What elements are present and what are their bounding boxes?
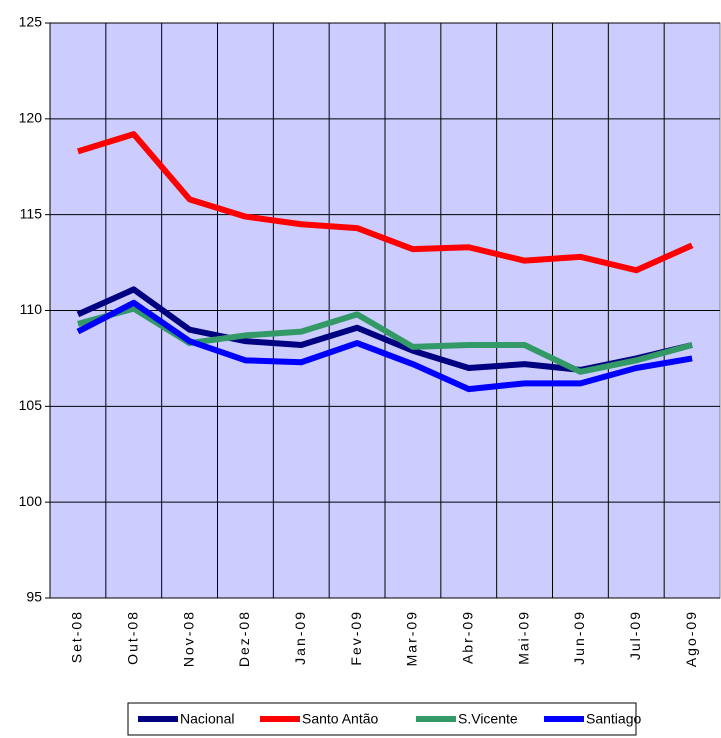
- x-tick-label: Nov-08: [180, 610, 196, 667]
- y-tick-label: 115: [20, 205, 43, 221]
- y-tick-label: 100: [19, 493, 43, 509]
- y-tick-label: 110: [20, 301, 43, 317]
- x-tick-label: Ago-09: [683, 610, 699, 667]
- x-tick-label: Mar-09: [404, 610, 420, 666]
- x-tick-label: Set-08: [69, 610, 85, 663]
- legend-label: Santo Antão: [302, 711, 379, 727]
- series-line: [76, 299, 693, 393]
- x-tick-label: Jul-09: [627, 610, 643, 660]
- series-line: [77, 131, 694, 274]
- x-tick-label: Fev-09: [348, 610, 364, 666]
- x-tick-label: Abr-09: [459, 610, 475, 664]
- y-tick-label: 125: [19, 14, 43, 30]
- y-tick-label: 105: [19, 397, 43, 413]
- x-tick-label: Jun-09: [571, 610, 587, 665]
- legend-label: S.Vicente: [458, 711, 518, 727]
- x-tick-label: Mai-09: [515, 610, 531, 665]
- y-tick-label: 120: [19, 110, 43, 126]
- x-tick-label: Jan-09: [292, 610, 308, 665]
- x-tick-label: Out-08: [124, 610, 140, 665]
- x-tick-label: Dez-08: [236, 610, 252, 667]
- legend-label: Santiago: [586, 711, 641, 727]
- legend-label: Nacional: [180, 711, 234, 727]
- y-tick-label: 95: [26, 589, 42, 605]
